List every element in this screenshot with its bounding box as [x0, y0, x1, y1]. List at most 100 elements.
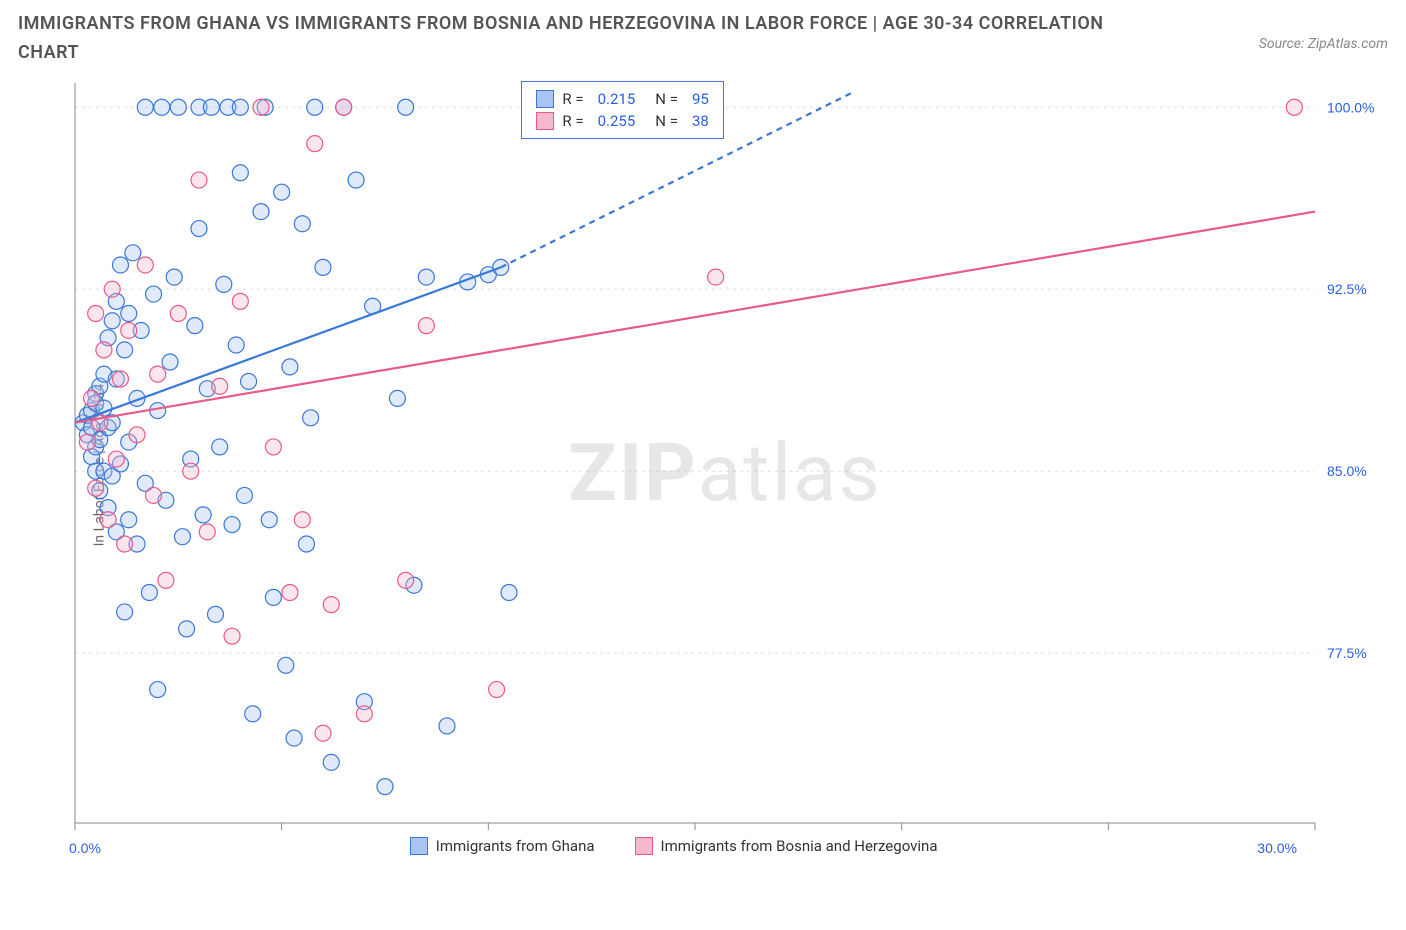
legend-r-value: 0.255 — [598, 112, 636, 130]
data-point — [398, 99, 414, 115]
data-point — [323, 754, 339, 770]
legend-swatch — [536, 112, 554, 130]
data-point — [88, 305, 104, 321]
data-point — [298, 536, 314, 552]
data-point — [282, 359, 298, 375]
data-point — [203, 99, 219, 115]
legend-swatch — [410, 837, 428, 855]
data-point — [418, 269, 434, 285]
legend-swatch — [536, 90, 554, 108]
data-point — [286, 730, 302, 746]
data-point — [278, 657, 294, 673]
data-point — [253, 99, 269, 115]
legend-n-value: 38 — [692, 112, 709, 130]
data-point — [121, 322, 137, 338]
data-point — [166, 269, 182, 285]
data-point — [108, 451, 124, 467]
data-point — [501, 585, 517, 601]
legend-item: Immigrants from Bosnia and Herzegovina — [635, 837, 938, 855]
data-point — [294, 216, 310, 232]
data-point — [265, 589, 281, 605]
source-label: Source: ZipAtlas.com — [1259, 10, 1388, 52]
data-point — [212, 439, 228, 455]
data-point — [216, 276, 232, 292]
y-tick-label: 92.5% — [1327, 281, 1367, 297]
data-point — [154, 99, 170, 115]
legend-series-name: Immigrants from Bosnia and Herzegovina — [661, 837, 938, 855]
data-point — [224, 517, 240, 533]
data-point — [141, 585, 157, 601]
data-point — [241, 373, 257, 389]
data-point — [232, 165, 248, 181]
data-point — [104, 281, 120, 297]
scatter-plot: 77.5%85.0%92.5%100.0%0.0%30.0% — [65, 78, 1385, 868]
series-legend: Immigrants from Ghana Immigrants from Bos… — [410, 837, 938, 855]
chart-area: 77.5%85.0%92.5%100.0%0.0%30.0% ZIPatlas … — [65, 78, 1385, 868]
data-point — [195, 507, 211, 523]
data-point — [162, 354, 178, 370]
data-point — [315, 259, 331, 275]
x-max-label: 30.0% — [1257, 840, 1297, 856]
legend-r-label: R = — [562, 90, 583, 108]
data-point — [439, 718, 455, 734]
data-point — [158, 572, 174, 588]
data-point — [274, 184, 290, 200]
data-point — [1286, 99, 1302, 115]
data-point — [112, 371, 128, 387]
data-point — [170, 99, 186, 115]
data-point — [117, 536, 133, 552]
data-point — [191, 221, 207, 237]
correlation-legend: R =0.215N =95R =0.255N =38 — [521, 81, 723, 139]
data-point — [125, 245, 141, 261]
data-point — [307, 136, 323, 152]
data-point — [137, 99, 153, 115]
data-point — [307, 99, 323, 115]
legend-series-name: Immigrants from Ghana — [436, 837, 595, 855]
chart-title: IMMIGRANTS FROM GHANA VS IMMIGRANTS FROM… — [18, 10, 1168, 68]
data-point — [418, 318, 434, 334]
data-point — [265, 439, 281, 455]
y-tick-label: 85.0% — [1327, 463, 1367, 479]
trend-line — [75, 267, 501, 422]
legend-r-label: R = — [562, 112, 583, 130]
legend-n-label: N = — [655, 90, 678, 108]
legend-stat-row: R = 0.255 N = 38 — [536, 110, 708, 132]
data-point — [191, 172, 207, 188]
data-point — [323, 597, 339, 613]
data-point — [146, 487, 162, 503]
data-point — [117, 604, 133, 620]
data-point — [137, 257, 153, 273]
data-point — [104, 313, 120, 329]
data-point — [199, 524, 215, 540]
legend-n-label: N = — [655, 112, 678, 130]
legend-swatch — [635, 837, 653, 855]
data-point — [121, 512, 137, 528]
data-point — [187, 318, 203, 334]
data-point — [261, 512, 277, 528]
data-point — [121, 305, 137, 321]
data-point — [84, 390, 100, 406]
data-point — [245, 706, 261, 722]
data-point — [146, 286, 162, 302]
data-point — [315, 725, 331, 741]
legend-item: Immigrants from Ghana — [410, 837, 595, 855]
data-point — [398, 572, 414, 588]
data-point — [174, 529, 190, 545]
data-point — [489, 682, 505, 698]
data-point — [253, 204, 269, 220]
data-point — [282, 585, 298, 601]
data-point — [170, 305, 186, 321]
data-point — [96, 342, 112, 358]
data-point — [88, 480, 104, 496]
data-point — [389, 390, 405, 406]
y-tick-label: 77.5% — [1327, 645, 1367, 661]
data-point — [112, 257, 128, 273]
data-point — [100, 512, 116, 528]
data-point — [79, 434, 95, 450]
data-point — [208, 606, 224, 622]
data-point — [179, 621, 195, 637]
data-point — [294, 512, 310, 528]
data-point — [183, 463, 199, 479]
data-point — [236, 487, 252, 503]
legend-stat-row: R =0.215N =95 — [536, 88, 708, 110]
